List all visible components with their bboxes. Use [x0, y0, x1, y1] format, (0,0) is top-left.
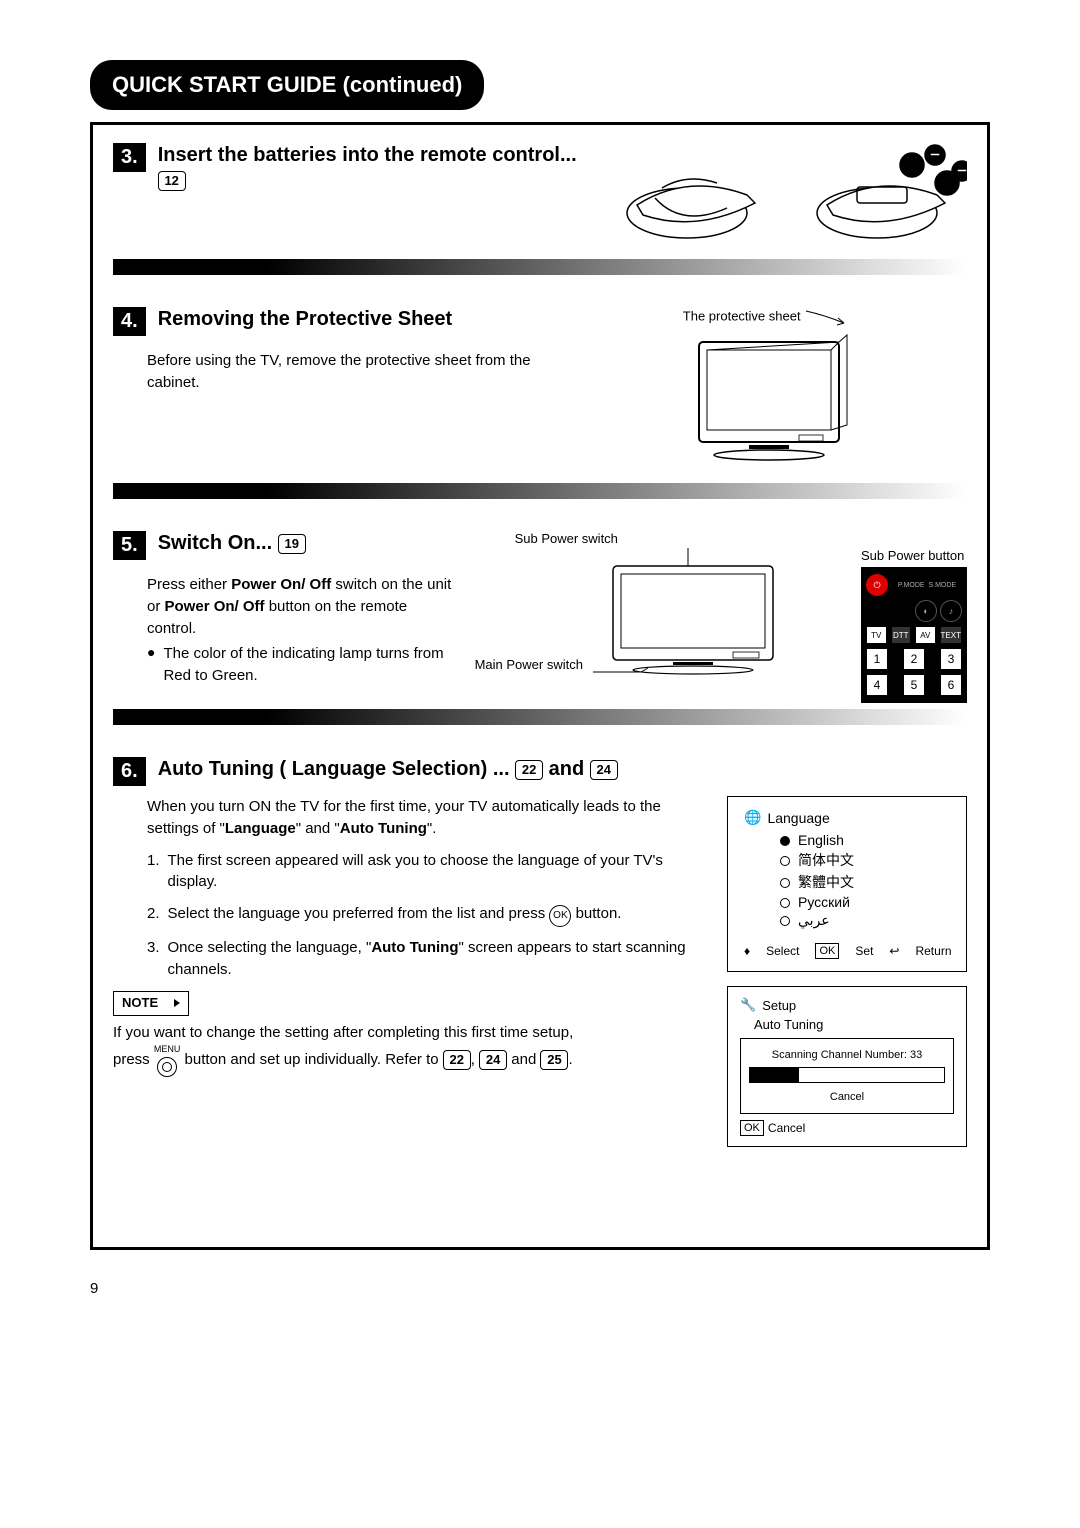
lang-option: Русский [798, 894, 850, 910]
wrench-icon: 🔧 [740, 997, 756, 1013]
scanning-text: Scanning Channel Number: 33 [749, 1049, 945, 1061]
page-title: QUICK START GUIDE (continued) [90, 60, 484, 110]
lang-option: English [798, 832, 844, 848]
section-5: 5. Switch On... 19 Press either Power On… [93, 513, 987, 739]
remote-num: 1 [866, 648, 888, 670]
tv-figure [679, 327, 859, 477]
remote-num: 3 [940, 648, 962, 670]
return-icon: ↩ [889, 944, 899, 958]
text-button: TEXT [940, 626, 962, 644]
page-ref: 22 [515, 760, 543, 780]
section-number: 4. [113, 307, 146, 336]
page-ref: 25 [540, 1050, 568, 1070]
section-number: 3. [113, 143, 146, 172]
remote-control-figure: ⏻ P.MODE S.MODE ◐ ♪ [861, 567, 967, 703]
page-ref: 22 [443, 1050, 471, 1070]
divider [113, 259, 967, 275]
auto-tuning-label: Auto Tuning [740, 1017, 954, 1032]
ok-icon: OK [549, 905, 571, 927]
section-number: 5. [113, 531, 146, 560]
remote-batteries-figure: + + [607, 143, 967, 253]
remote-num: 6 [940, 674, 962, 696]
page-ref: 24 [479, 1050, 507, 1070]
power-icon: ⏻ [866, 574, 888, 596]
setup-osd: 🔧 Setup Auto Tuning Scanning Channel Num… [727, 986, 967, 1147]
content-box: 3. Insert the batteries into the remote … [90, 122, 990, 1250]
tv-button: TV [866, 626, 887, 644]
language-osd: 🌐 Language English 简体中文 繁體中文 Русский عرب… [727, 796, 967, 972]
intro-text: When you turn ON the TV for the first ti… [147, 796, 703, 840]
mode-icon: ◐ [915, 600, 937, 622]
note-tag: NOTE [113, 991, 189, 1016]
section-title: Removing the Protective Sheet [158, 307, 540, 332]
progress-bar [749, 1067, 945, 1083]
mode-icon: ♪ [940, 600, 962, 622]
lang-option: 繁體中文 [798, 874, 854, 890]
dtt-button: DTT [891, 626, 912, 644]
svg-text:+: + [942, 175, 951, 192]
protective-sheet-caption: The protective sheet [683, 308, 801, 323]
remote-num: 4 [866, 674, 888, 696]
ok-box: OK [740, 1120, 764, 1136]
note-line1: If you want to change the setting after … [113, 1022, 703, 1044]
section-4: 4. Removing the Protective Sheet Before … [93, 289, 987, 513]
section-6: 6. Auto Tuning ( Language Selection) ...… [93, 739, 987, 1247]
list-item: 1. The first screen appeared will ask yo… [147, 850, 703, 894]
page-ref: 19 [278, 534, 306, 554]
globe-icon: 🌐 [744, 809, 761, 826]
bullet-item: ● The color of the indicating lamp turns… [147, 643, 455, 687]
section-body: Before using the TV, remove the protecti… [113, 350, 540, 394]
page-ref: 12 [158, 171, 186, 191]
page-number: 9 [90, 1280, 990, 1297]
and-text: and [549, 758, 585, 780]
sub-power-button-label: Sub Power button [861, 548, 967, 563]
cancel-text: Cancel [749, 1091, 945, 1103]
main-power-switch-label: Main Power switch [475, 657, 583, 678]
section-title: Auto Tuning ( Language Selection) ... [158, 758, 510, 780]
av-button: AV [915, 626, 936, 644]
divider [113, 483, 967, 499]
svg-text:+: + [907, 157, 916, 174]
list-item: 3. Once selecting the language, "Auto Tu… [147, 937, 703, 981]
remote-num: 5 [903, 674, 925, 696]
updown-icon: ♦ [744, 944, 750, 958]
press-line: Press either Power On/ Off switch on the… [147, 574, 455, 639]
section-title: Insert the batteries into the remote con… [158, 144, 577, 166]
section-title: Switch On... [158, 532, 272, 554]
sub-power-switch-label: Sub Power switch [515, 531, 967, 546]
list-item: 2. Select the language you preferred fro… [147, 903, 703, 927]
divider [113, 709, 967, 725]
tv-switch-figure [593, 548, 793, 678]
note-line2: press MENU button and set up individuall… [113, 1043, 703, 1077]
remote-num: 2 [903, 648, 925, 670]
menu-icon: MENU [154, 1043, 181, 1077]
section-3: 3. Insert the batteries into the remote … [93, 125, 987, 289]
ok-box: OK [815, 943, 839, 959]
page-ref: 24 [590, 760, 618, 780]
section-number: 6. [113, 757, 146, 786]
lang-option: عربي [798, 912, 830, 928]
cancel-label: Cancel [768, 1121, 805, 1135]
lang-option: 简体中文 [798, 852, 854, 868]
